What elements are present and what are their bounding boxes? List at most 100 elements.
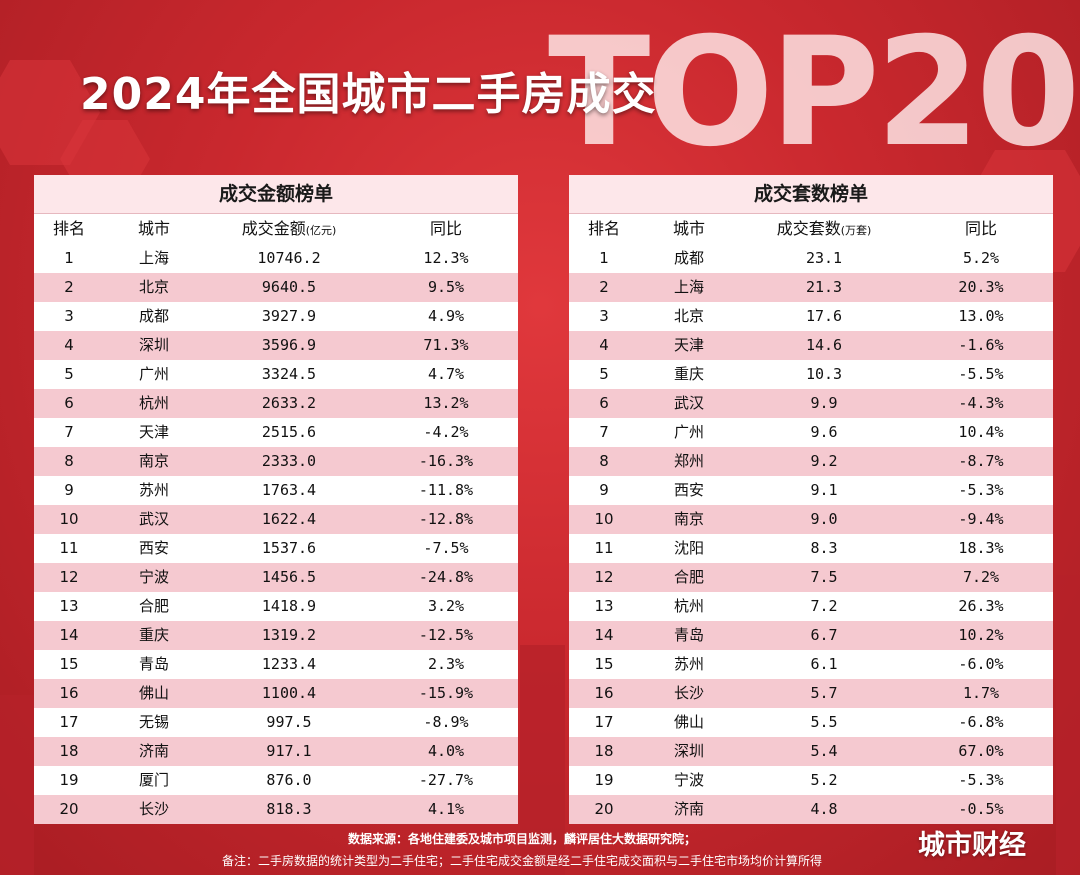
rank-cell: 16 bbox=[594, 684, 614, 702]
page-title: 2024年全国城市二手房成交 bbox=[80, 69, 657, 120]
city-cell: 北京 bbox=[138, 278, 169, 296]
rank-cell: 11 bbox=[594, 539, 614, 557]
rank-cell: 1 bbox=[599, 249, 609, 267]
city-cell: 宁波 bbox=[673, 771, 704, 789]
value-cell: 2515.6 bbox=[261, 423, 317, 441]
rank-cell: 10 bbox=[594, 510, 614, 528]
city-cell: 广州 bbox=[673, 423, 704, 441]
table-row: 12 宁波 1456.5 -24.8% bbox=[34, 563, 518, 592]
city-cell: 青岛 bbox=[673, 626, 704, 644]
yoy-cell: 3.2% bbox=[427, 597, 465, 615]
city-cell: 北京 bbox=[673, 307, 704, 325]
rank-cell: 16 bbox=[59, 684, 79, 702]
yoy-cell: -6.8% bbox=[958, 713, 1004, 731]
rank-cell: 2 bbox=[64, 278, 74, 296]
rank-cell: 8 bbox=[64, 452, 74, 470]
city-cell: 沈阳 bbox=[673, 539, 704, 557]
city-cell: 佛山 bbox=[673, 713, 704, 731]
yoy-cell: 71.3% bbox=[423, 336, 469, 354]
table-row: 13 合肥 1418.9 3.2% bbox=[34, 592, 518, 621]
table-row: 5 广州 3324.5 4.7% bbox=[34, 360, 518, 389]
yoy-cell: 4.1% bbox=[427, 800, 465, 818]
table-body: 1 上海 10746.2 12.3% 2 北京 9640.5 9.5% 3 成都 3927.9 4.9… bbox=[34, 244, 518, 824]
table-row: 6 武汉 9.9 -4.3% bbox=[569, 389, 1053, 418]
yoy-cell: -1.6% bbox=[958, 336, 1004, 354]
rank-cell: 2 bbox=[599, 278, 609, 296]
header-yoy: 同比 bbox=[964, 219, 997, 238]
value-cell: 14.6 bbox=[805, 336, 843, 354]
city-cell: 成都 bbox=[673, 249, 704, 267]
table-row: 15 青岛 1233.4 2.3% bbox=[34, 650, 518, 679]
city-cell: 郑州 bbox=[673, 452, 704, 470]
city-cell: 深圳 bbox=[138, 336, 169, 354]
header-city: 城市 bbox=[672, 219, 705, 238]
value-cell: 9.1 bbox=[810, 481, 838, 499]
table-row: 5 重庆 10.3 -5.5% bbox=[569, 360, 1053, 389]
yoy-cell: -4.3% bbox=[958, 394, 1004, 412]
table-title: 成交套数榜单 bbox=[569, 175, 1053, 214]
value-cell: 1319.2 bbox=[261, 626, 317, 644]
city-cell: 武汉 bbox=[138, 510, 169, 528]
rank-cell: 18 bbox=[594, 742, 614, 760]
city-cell: 上海 bbox=[138, 249, 169, 267]
rank-cell: 5 bbox=[599, 365, 609, 383]
yoy-cell: 7.2% bbox=[962, 568, 1000, 586]
table-row: 3 成都 3927.9 4.9% bbox=[34, 302, 518, 331]
table-row: 3 北京 17.6 13.0% bbox=[569, 302, 1053, 331]
table-row: 4 深圳 3596.9 71.3% bbox=[34, 331, 518, 360]
city-cell: 天津 bbox=[673, 336, 704, 354]
yoy-cell: -11.8% bbox=[418, 481, 474, 499]
header-yoy: 同比 bbox=[429, 219, 462, 238]
value-cell: 5.4 bbox=[810, 742, 838, 760]
yoy-cell: 5.2% bbox=[962, 249, 1000, 267]
rank-cell: 13 bbox=[594, 597, 614, 615]
rank-cell: 9 bbox=[599, 481, 609, 499]
yoy-cell: 13.2% bbox=[423, 394, 469, 412]
table-row: 1 成都 23.1 5.2% bbox=[569, 244, 1053, 273]
header-value-label: 成交套数 bbox=[776, 219, 841, 238]
city-cell: 成都 bbox=[138, 307, 169, 325]
yoy-cell: -15.9% bbox=[418, 684, 474, 702]
header-rank: 排名 bbox=[587, 219, 620, 238]
yoy-cell: -8.7% bbox=[958, 452, 1004, 470]
yoy-cell: 18.3% bbox=[958, 539, 1004, 557]
header-value: 成交金额(亿元) bbox=[204, 214, 374, 244]
table-row: 20 济南 4.8 -0.5% bbox=[569, 795, 1053, 824]
value-cell: 1622.4 bbox=[261, 510, 317, 528]
table-row: 10 武汉 1622.4 -12.8% bbox=[34, 505, 518, 534]
table-row: 2 北京 9640.5 9.5% bbox=[34, 273, 518, 302]
value-cell: 1456.5 bbox=[261, 568, 317, 586]
table-body: 1 成都 23.1 5.2% 2 上海 21.3 20.3% 3 北京 17.6 13.0% 4 天津 14… bbox=[569, 244, 1053, 824]
brand-watermark: 城市财经 bbox=[918, 830, 1026, 861]
rank-cell: 18 bbox=[59, 742, 79, 760]
table-title: 成交金额榜单 bbox=[34, 175, 518, 214]
yoy-cell: -24.8% bbox=[418, 568, 474, 586]
table-row: 15 苏州 6.1 -6.0% bbox=[569, 650, 1053, 679]
city-cell: 广州 bbox=[138, 365, 169, 383]
top20-watermark: TOP20 bbox=[548, 6, 1080, 180]
value-cell: 1537.6 bbox=[261, 539, 317, 557]
value-cell: 876.0 bbox=[266, 771, 312, 789]
yoy-cell: 4.7% bbox=[427, 365, 465, 383]
rank-cell: 14 bbox=[59, 626, 79, 644]
city-cell: 苏州 bbox=[673, 655, 704, 673]
header-city: 城市 bbox=[137, 219, 170, 238]
city-cell: 天津 bbox=[138, 423, 169, 441]
rank-cell: 19 bbox=[59, 771, 79, 789]
value-cell: 9640.5 bbox=[261, 278, 317, 296]
yoy-cell: -5.5% bbox=[958, 365, 1004, 383]
table-row: 4 天津 14.6 -1.6% bbox=[569, 331, 1053, 360]
value-cell: 7.5 bbox=[810, 568, 838, 586]
table-row: 2 上海 21.3 20.3% bbox=[569, 273, 1053, 302]
rank-cell: 17 bbox=[594, 713, 614, 731]
value-cell: 5.7 bbox=[810, 684, 838, 702]
table-row: 17 无锡 997.5 -8.9% bbox=[34, 708, 518, 737]
city-cell: 济南 bbox=[673, 800, 704, 818]
table-row: 19 厦门 876.0 -27.7% bbox=[34, 766, 518, 795]
header-value: 成交套数(万套) bbox=[739, 214, 909, 244]
amount-ranking-table: 成交金额榜单 排名 城市 成交金额(亿元) 同比 1 上海 10746.2 12.3%… bbox=[34, 175, 518, 824]
rank-cell: 12 bbox=[59, 568, 79, 586]
yoy-cell: -8.9% bbox=[423, 713, 469, 731]
rank-cell: 3 bbox=[599, 307, 609, 325]
value-cell: 2333.0 bbox=[261, 452, 317, 470]
